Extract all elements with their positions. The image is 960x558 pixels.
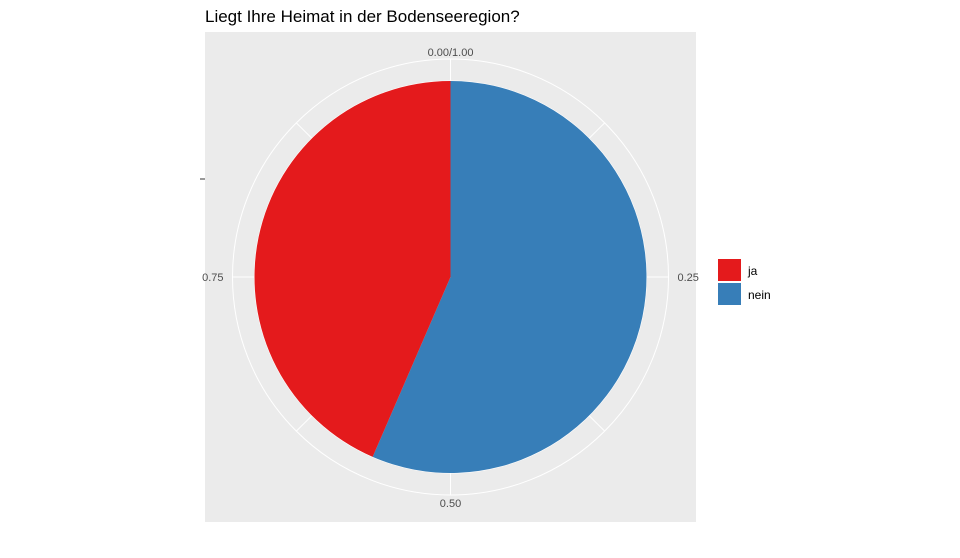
pie-slices	[254, 81, 647, 473]
pie-slice-nein	[372, 81, 647, 473]
grid-spoke	[588, 122, 606, 139]
angle-tick-label: 0.25	[678, 272, 699, 284]
legend-label-ja: ja	[747, 264, 758, 278]
grid-spoke	[588, 415, 606, 432]
legend-key-nein	[718, 283, 741, 305]
legend: ja nein	[718, 259, 771, 305]
legend-label-nein: nein	[748, 288, 771, 302]
angle-tick-label: 0.75	[202, 272, 223, 284]
legend-key-ja	[718, 259, 741, 281]
pie-slice-ja	[254, 81, 451, 457]
angle-tick-label: 0.00/1.00	[428, 47, 474, 59]
grid-spoke	[295, 415, 313, 432]
angle-tick-label: 0.50	[440, 498, 461, 510]
angle-tick-labels: 0.00/1.00 0.25 0.50 0.75	[202, 47, 699, 510]
chart-title: Liegt Ihre Heimat in der Bodenseeregion?	[205, 7, 520, 26]
grid-spoke	[295, 122, 313, 139]
